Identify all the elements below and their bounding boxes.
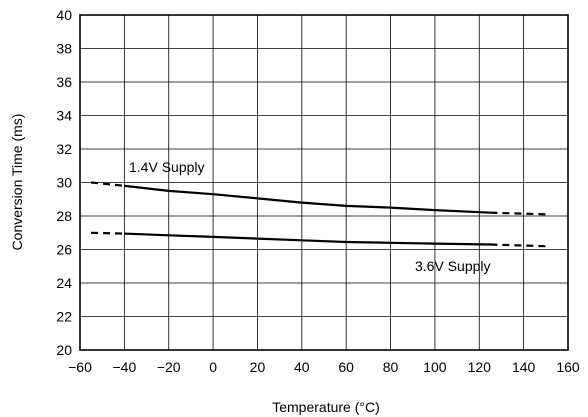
y-tick-label: 40 [56,7,72,23]
series-line-3-6v-supply-extrapolated-high [490,243,546,248]
plot-area [79,14,569,351]
y-tick-label: 24 [56,275,72,291]
x-axis-title: Temperature (°C) [272,399,380,415]
series-line-3-6v-supply [124,232,491,246]
series-label: 1.4V Supply [129,159,205,175]
x-tick-label: 140 [512,359,536,375]
grid [80,15,568,350]
x-tick-label: −40 [112,359,136,375]
x-axis-tick-labels: −60 −40 −20 0 20 40 60 80 100 120 140 160 [68,359,580,375]
y-tick-label: 20 [56,342,72,358]
y-tick-label: 28 [56,208,72,224]
x-tick-label: 20 [250,359,266,375]
series-label: 3.6V Supply [415,258,491,274]
y-axis-title: Conversion Time (ms) [9,114,25,251]
y-tick-label: 26 [56,242,72,258]
y-tick-label: 30 [56,175,72,191]
y-tick-label: 34 [56,108,72,124]
series-line-1-4v-supply [124,184,491,214]
x-tick-label: −20 [157,359,181,375]
series-line-1-4v-supply-extrapolated-high [490,211,546,216]
series-line-1-4v-supply-extrapolated-low [90,181,125,187]
y-tick-label: 36 [56,74,72,90]
series-labels: 1.4V Supply 3.6V Supply [129,159,491,274]
series-group [90,181,546,248]
x-tick-label: 40 [294,359,310,375]
x-tick-label: 100 [423,359,447,375]
plot-frame [79,14,569,351]
x-tick-label: 160 [556,359,580,375]
y-axis-tick-labels: 20 22 24 26 28 30 32 34 36 38 40 [56,7,72,358]
x-tick-label: 120 [468,359,492,375]
y-tick-label: 38 [56,41,72,57]
x-tick-label: 80 [383,359,399,375]
x-tick-label: −60 [68,359,92,375]
x-tick-label: 60 [338,359,354,375]
series-line-3-6v-supply-extrapolated-low [91,231,125,235]
y-tick-label: 22 [56,309,72,325]
y-tick-label: 32 [56,141,72,157]
x-tick-label: 0 [209,359,217,375]
